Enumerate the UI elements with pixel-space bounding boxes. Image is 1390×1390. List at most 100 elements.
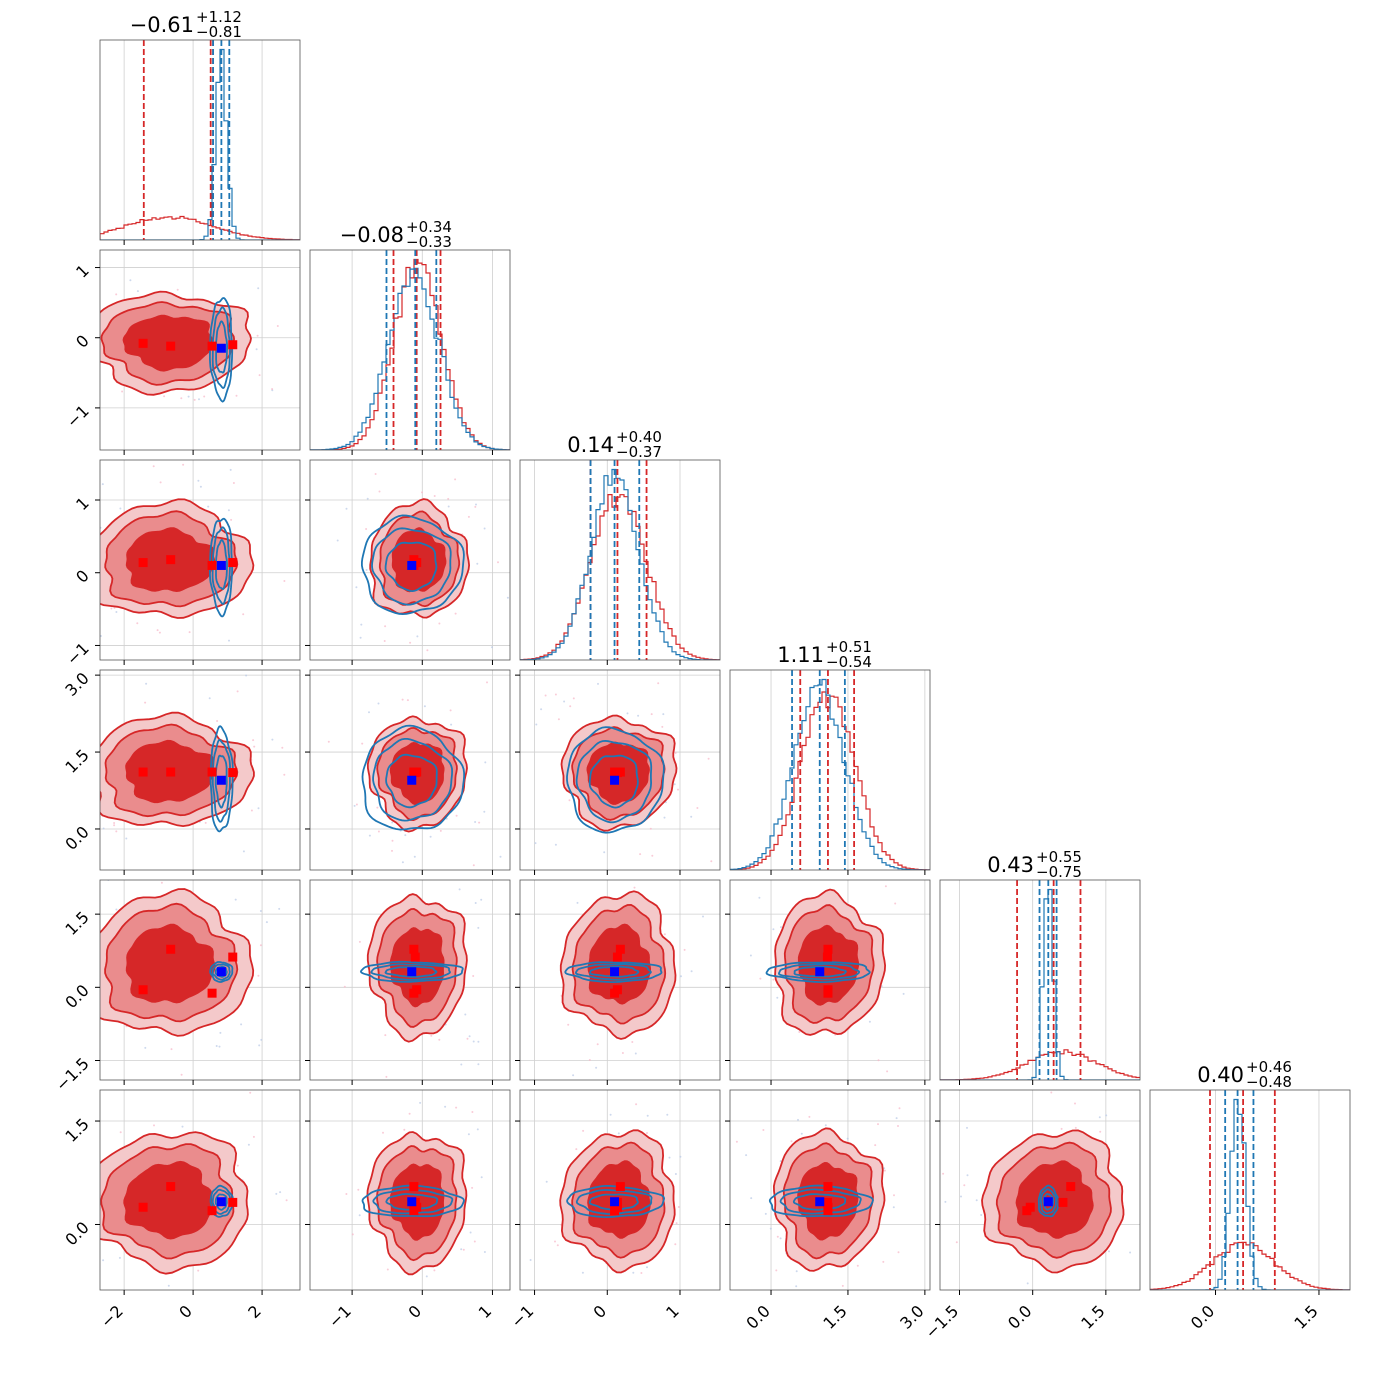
sample-point xyxy=(646,1114,649,1117)
red-contour-2 xyxy=(1015,1160,1094,1239)
red-marker xyxy=(228,340,238,350)
blue-contour-1 xyxy=(574,963,652,981)
sample-point xyxy=(877,1059,880,1062)
contour-panel-p3-p5 xyxy=(515,876,720,1080)
title-p4: 1.11 +0.51−0.54 xyxy=(777,638,872,671)
sample-point xyxy=(475,503,477,506)
sample-point xyxy=(673,783,676,786)
sample-point xyxy=(1129,1251,1132,1254)
red-marker xyxy=(823,944,833,954)
sample-point xyxy=(534,842,537,845)
sample-point xyxy=(391,849,393,852)
sample-point xyxy=(633,886,636,889)
sample-point xyxy=(895,1117,898,1120)
red-marker xyxy=(166,1182,176,1192)
sample-point xyxy=(95,973,97,975)
red-marker xyxy=(822,1197,832,1207)
red-marker xyxy=(409,944,419,954)
red-histogram xyxy=(100,215,300,240)
sample-point xyxy=(497,561,499,564)
sample-point xyxy=(483,810,486,813)
red-marker xyxy=(610,1206,620,1216)
sample-point xyxy=(466,1037,469,1040)
sample-point xyxy=(68,324,70,326)
sample-point xyxy=(515,938,517,940)
sample-point xyxy=(468,1035,471,1038)
sample-point xyxy=(366,497,369,500)
sample-point xyxy=(595,1066,598,1069)
sample-point xyxy=(9,917,11,919)
sample-point xyxy=(566,1309,568,1311)
sample-point xyxy=(345,507,348,510)
sample-point xyxy=(303,984,305,986)
blue-contour-2 xyxy=(589,965,640,978)
red-marker xyxy=(823,1182,833,1192)
sample-point xyxy=(115,293,118,296)
sample-point xyxy=(403,1128,406,1131)
sample-point xyxy=(856,1264,859,1267)
sample-point xyxy=(775,1269,778,1272)
title-p1: −0.61 +1.12−0.81 xyxy=(130,8,242,41)
blue-marker xyxy=(610,967,620,977)
title-plus: +0.46 xyxy=(1246,1058,1292,1076)
sample-point xyxy=(454,478,457,481)
sample-point xyxy=(377,830,380,833)
sample-point xyxy=(617,1132,620,1135)
sample-point xyxy=(649,876,651,878)
sample-point xyxy=(955,1241,958,1244)
red-marker xyxy=(410,768,420,778)
sample-point xyxy=(892,1206,895,1209)
sample-point xyxy=(460,1063,463,1066)
blue-histogram xyxy=(940,888,1140,1080)
sample-point xyxy=(603,851,606,854)
sample-point xyxy=(180,397,183,400)
sample-point xyxy=(662,713,665,716)
sample-point xyxy=(874,1144,877,1147)
red-marker xyxy=(1066,1182,1076,1192)
x-tick-label: 2 xyxy=(244,1301,265,1322)
sample-point xyxy=(259,944,262,947)
sample-point xyxy=(677,1206,680,1208)
hist-panel-p5 xyxy=(940,880,1140,1080)
sample-point xyxy=(518,1170,520,1172)
sample-point xyxy=(159,481,162,484)
sample-point xyxy=(382,1131,384,1134)
sample-point xyxy=(675,1222,678,1225)
sample-point xyxy=(554,1240,556,1243)
x-tick-label: 0.0 xyxy=(1187,1301,1218,1332)
sample-point xyxy=(882,1260,885,1263)
blue-contour-1 xyxy=(1040,1188,1057,1215)
sample-point xyxy=(1060,1127,1063,1130)
sample-point xyxy=(425,1275,428,1278)
sample-point xyxy=(358,940,361,943)
contour-panel-p2-p3 xyxy=(310,460,510,660)
sample-point xyxy=(745,1154,748,1157)
sample-point xyxy=(626,712,629,715)
sample-point xyxy=(75,350,77,352)
sample-point xyxy=(464,1013,467,1016)
sample-point xyxy=(898,1107,901,1110)
x-tick-label: 1.5 xyxy=(1290,1301,1321,1332)
red-marker xyxy=(228,1197,238,1207)
sample-point xyxy=(960,1195,962,1198)
sample-point xyxy=(36,1143,38,1145)
sample-point xyxy=(535,723,538,726)
title-value: 1.11 xyxy=(777,643,824,667)
sample-point xyxy=(357,1188,360,1191)
sample-point xyxy=(1074,1126,1077,1129)
sample-point xyxy=(359,636,362,639)
sample-point xyxy=(894,902,897,905)
sample-point xyxy=(98,729,100,731)
sample-point xyxy=(136,290,139,293)
sample-point xyxy=(690,815,693,818)
sample-point xyxy=(556,1244,559,1247)
sample-point xyxy=(308,936,310,938)
contour-panel-p1-p2 xyxy=(68,181,300,450)
sample-point xyxy=(668,1156,671,1159)
sample-point xyxy=(227,509,230,512)
sample-point xyxy=(408,1112,411,1115)
sample-point xyxy=(258,1044,261,1047)
sample-point xyxy=(70,181,72,183)
contour-panel-p4-p6 xyxy=(730,1090,930,1290)
sample-point xyxy=(232,482,235,484)
